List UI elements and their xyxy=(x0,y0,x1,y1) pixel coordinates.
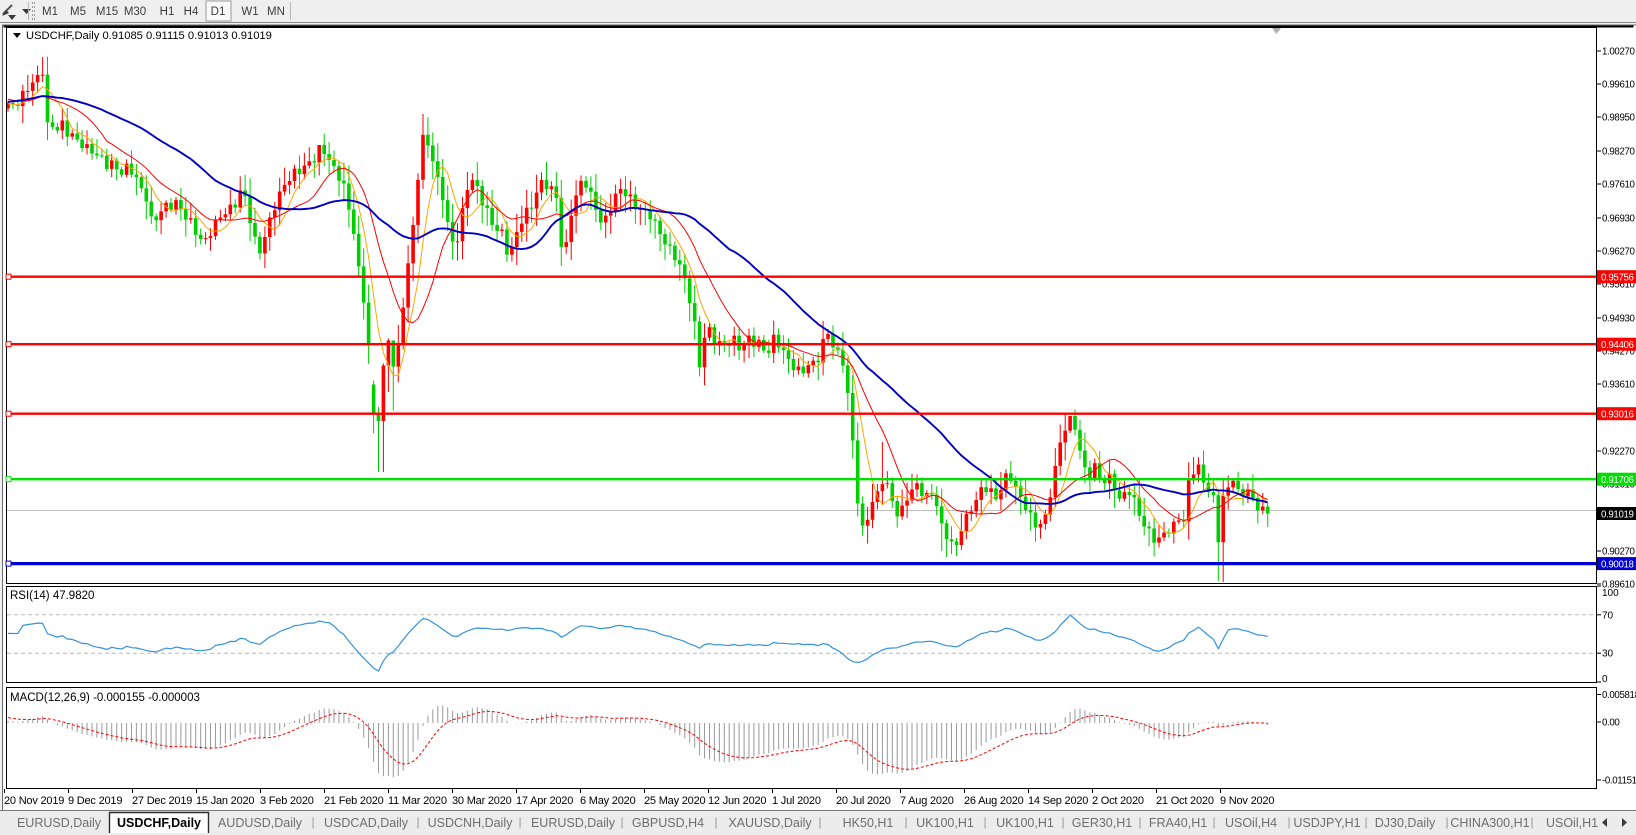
svg-text:M15: M15 xyxy=(96,6,118,18)
svg-text:CHINA300,H1: CHINA300,H1 xyxy=(1450,816,1529,830)
svg-text:|: | xyxy=(818,815,821,829)
svg-text:H1: H1 xyxy=(160,6,175,18)
svg-text:20 Nov 2019: 20 Nov 2019 xyxy=(4,795,64,807)
svg-text:1 Jul 2020: 1 Jul 2020 xyxy=(772,795,821,807)
svg-text:26 Aug 2020: 26 Aug 2020 xyxy=(964,795,1024,807)
svg-text:0.93016: 0.93016 xyxy=(1601,410,1634,421)
svg-text:USDCAD,Daily: USDCAD,Daily xyxy=(324,816,409,830)
svg-text:GBPUSD,H4: GBPUSD,H4 xyxy=(632,816,704,830)
svg-text:MACD(12,26,9) -0.000155 -0.000: MACD(12,26,9) -0.000155 -0.000003 xyxy=(10,692,200,704)
svg-text:USDCNH,Daily: USDCNH,Daily xyxy=(428,816,513,830)
svg-text:USOil,H1: USOil,H1 xyxy=(1546,816,1598,830)
svg-text:|: | xyxy=(904,815,907,829)
svg-text:USOil,H4: USOil,H4 xyxy=(1225,816,1277,830)
svg-text:0.94930: 0.94930 xyxy=(1602,314,1636,325)
svg-text:-0.011515: -0.011515 xyxy=(1602,776,1636,787)
svg-text:XAUUSD,Daily: XAUUSD,Daily xyxy=(728,816,812,830)
svg-text:|: | xyxy=(1364,815,1367,829)
svg-text:15 Jan 2020: 15 Jan 2020 xyxy=(196,795,254,807)
svg-text:0.99610: 0.99610 xyxy=(1602,80,1636,91)
svg-text:20 Jul 2020: 20 Jul 2020 xyxy=(836,795,891,807)
svg-text:6 May 2020: 6 May 2020 xyxy=(580,795,636,807)
svg-text:W1: W1 xyxy=(241,6,258,18)
svg-text:USDCHF,Daily 0.91085 0.91115: USDCHF,Daily 0.91085 0.91115 0.91013 0.9… xyxy=(26,30,272,42)
svg-text:0.93610: 0.93610 xyxy=(1602,380,1636,391)
svg-text:GER30,H1: GER30,H1 xyxy=(1072,816,1132,830)
svg-text:RSI(14) 47.9820: RSI(14) 47.9820 xyxy=(10,590,94,602)
svg-text:|: | xyxy=(620,815,623,829)
svg-text:HK50,H1: HK50,H1 xyxy=(843,816,894,830)
svg-text:30: 30 xyxy=(1602,649,1614,660)
svg-text:0.91706: 0.91706 xyxy=(1601,475,1634,486)
svg-text:9 Dec 2019: 9 Dec 2019 xyxy=(68,795,122,807)
svg-text:H4: H4 xyxy=(184,6,199,18)
svg-text:100: 100 xyxy=(1602,588,1619,599)
svg-text:0.91019: 0.91019 xyxy=(1601,509,1634,520)
svg-text:21 Oct 2020: 21 Oct 2020 xyxy=(1156,795,1214,807)
svg-text:0.89610: 0.89610 xyxy=(1602,580,1636,591)
svg-text:0.97610: 0.97610 xyxy=(1602,180,1636,191)
svg-text:0: 0 xyxy=(1602,674,1608,685)
svg-text:|: | xyxy=(311,815,314,829)
svg-text:DJ30,Daily: DJ30,Daily xyxy=(1375,816,1436,830)
svg-text:EURUSD,Daily: EURUSD,Daily xyxy=(17,816,102,830)
svg-text:FRA40,H1: FRA40,H1 xyxy=(1149,816,1207,830)
svg-text:21 Feb 2020: 21 Feb 2020 xyxy=(324,795,384,807)
svg-text:0.96270: 0.96270 xyxy=(1602,247,1636,258)
svg-text:USDJPY,H1: USDJPY,H1 xyxy=(1293,816,1360,830)
svg-text:0.005818: 0.005818 xyxy=(1602,690,1636,701)
svg-text:0.00: 0.00 xyxy=(1602,718,1620,729)
svg-text:MN: MN xyxy=(267,6,285,18)
svg-text:|: | xyxy=(1287,815,1290,829)
svg-text:70: 70 xyxy=(1602,610,1614,621)
svg-text:D1: D1 xyxy=(211,6,226,18)
svg-text:7 Aug 2020: 7 Aug 2020 xyxy=(900,795,954,807)
svg-text:30 Mar 2020: 30 Mar 2020 xyxy=(452,795,512,807)
svg-text:11 Mar 2020: 11 Mar 2020 xyxy=(388,795,447,807)
svg-text:0.94270: 0.94270 xyxy=(1602,347,1636,358)
svg-text:UK100,H1: UK100,H1 xyxy=(996,816,1054,830)
svg-text:0.95610: 0.95610 xyxy=(1602,280,1636,291)
svg-text:|: | xyxy=(1212,815,1215,829)
svg-text:M1: M1 xyxy=(42,6,58,18)
svg-text:0.92270: 0.92270 xyxy=(1602,447,1636,458)
svg-text:M30: M30 xyxy=(124,6,146,18)
svg-text:0.90018: 0.90018 xyxy=(1601,559,1634,570)
svg-text:1.00270: 1.00270 xyxy=(1602,47,1636,58)
svg-text:USDCHF,Daily: USDCHF,Daily xyxy=(117,816,201,830)
svg-text:|: | xyxy=(518,815,521,829)
svg-text:AUDUSD,Daily: AUDUSD,Daily xyxy=(218,816,303,830)
svg-text:|: | xyxy=(983,815,986,829)
svg-text:0.98950: 0.98950 xyxy=(1602,113,1636,124)
svg-text:0.98270: 0.98270 xyxy=(1602,147,1636,158)
svg-text:0.95756: 0.95756 xyxy=(1601,273,1634,284)
svg-text:|: | xyxy=(1445,815,1448,829)
svg-text:0.94406: 0.94406 xyxy=(1601,340,1634,351)
svg-text:0.96930: 0.96930 xyxy=(1602,214,1636,225)
svg-text:|: | xyxy=(416,815,419,829)
svg-text:17 Apr 2020: 17 Apr 2020 xyxy=(516,795,573,807)
svg-text:|: | xyxy=(1138,815,1141,829)
svg-text:2 Oct 2020: 2 Oct 2020 xyxy=(1092,795,1144,807)
svg-text:|: | xyxy=(1530,815,1533,829)
svg-text:12 Jun 2020: 12 Jun 2020 xyxy=(708,795,766,807)
svg-text:14 Sep 2020: 14 Sep 2020 xyxy=(1028,795,1088,807)
svg-text:|: | xyxy=(1061,815,1064,829)
svg-text:M5: M5 xyxy=(70,6,86,18)
svg-text:EURUSD,Daily: EURUSD,Daily xyxy=(531,816,616,830)
svg-text:|: | xyxy=(714,815,717,829)
svg-text:0.90270: 0.90270 xyxy=(1602,547,1636,558)
svg-text:3 Feb 2020: 3 Feb 2020 xyxy=(260,795,314,807)
svg-text:25 May 2020: 25 May 2020 xyxy=(644,795,705,807)
svg-text:27 Dec 2019: 27 Dec 2019 xyxy=(132,795,192,807)
svg-text:9 Nov 2020: 9 Nov 2020 xyxy=(1220,795,1274,807)
svg-text:UK100,H1: UK100,H1 xyxy=(916,816,974,830)
